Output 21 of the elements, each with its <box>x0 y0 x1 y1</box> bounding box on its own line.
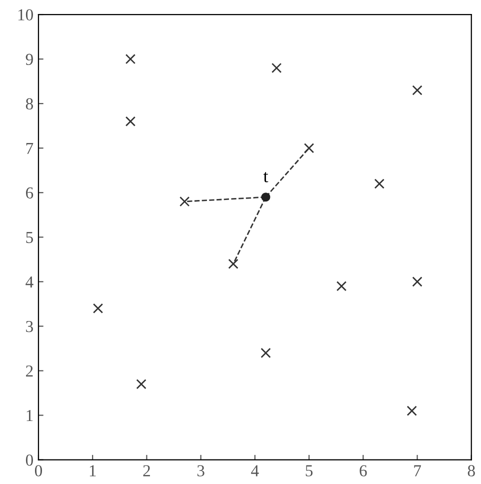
x-tick-label: 7 <box>414 465 421 476</box>
y-tick-label: 4 <box>26 276 34 288</box>
x-tick-label: 6 <box>360 465 367 476</box>
y-tick-label: 6 <box>26 187 34 199</box>
y-tick-label: 0 <box>26 454 33 466</box>
y-tick-label: 2 <box>26 365 33 377</box>
annotation: t <box>263 172 268 182</box>
x-tick-label: 4 <box>251 465 259 476</box>
y-tick-label: 7 <box>26 142 34 154</box>
y-tick-label: 9 <box>26 54 33 65</box>
x-tick-label: 2 <box>143 465 150 476</box>
x-tick-label: 5 <box>306 465 313 476</box>
y-tick-label: 8 <box>26 98 33 110</box>
x-tick-label: 3 <box>197 465 204 476</box>
x-tick-label: 0 <box>34 465 42 476</box>
y-tick-label: 10 <box>18 9 33 20</box>
y-tick-label: 1 <box>26 410 33 422</box>
x-tick-label: 1 <box>90 465 96 476</box>
x-tick-label: 8 <box>468 465 475 476</box>
y-tick-label: 5 <box>26 232 33 244</box>
y-tick-label: 3 <box>26 320 33 332</box>
